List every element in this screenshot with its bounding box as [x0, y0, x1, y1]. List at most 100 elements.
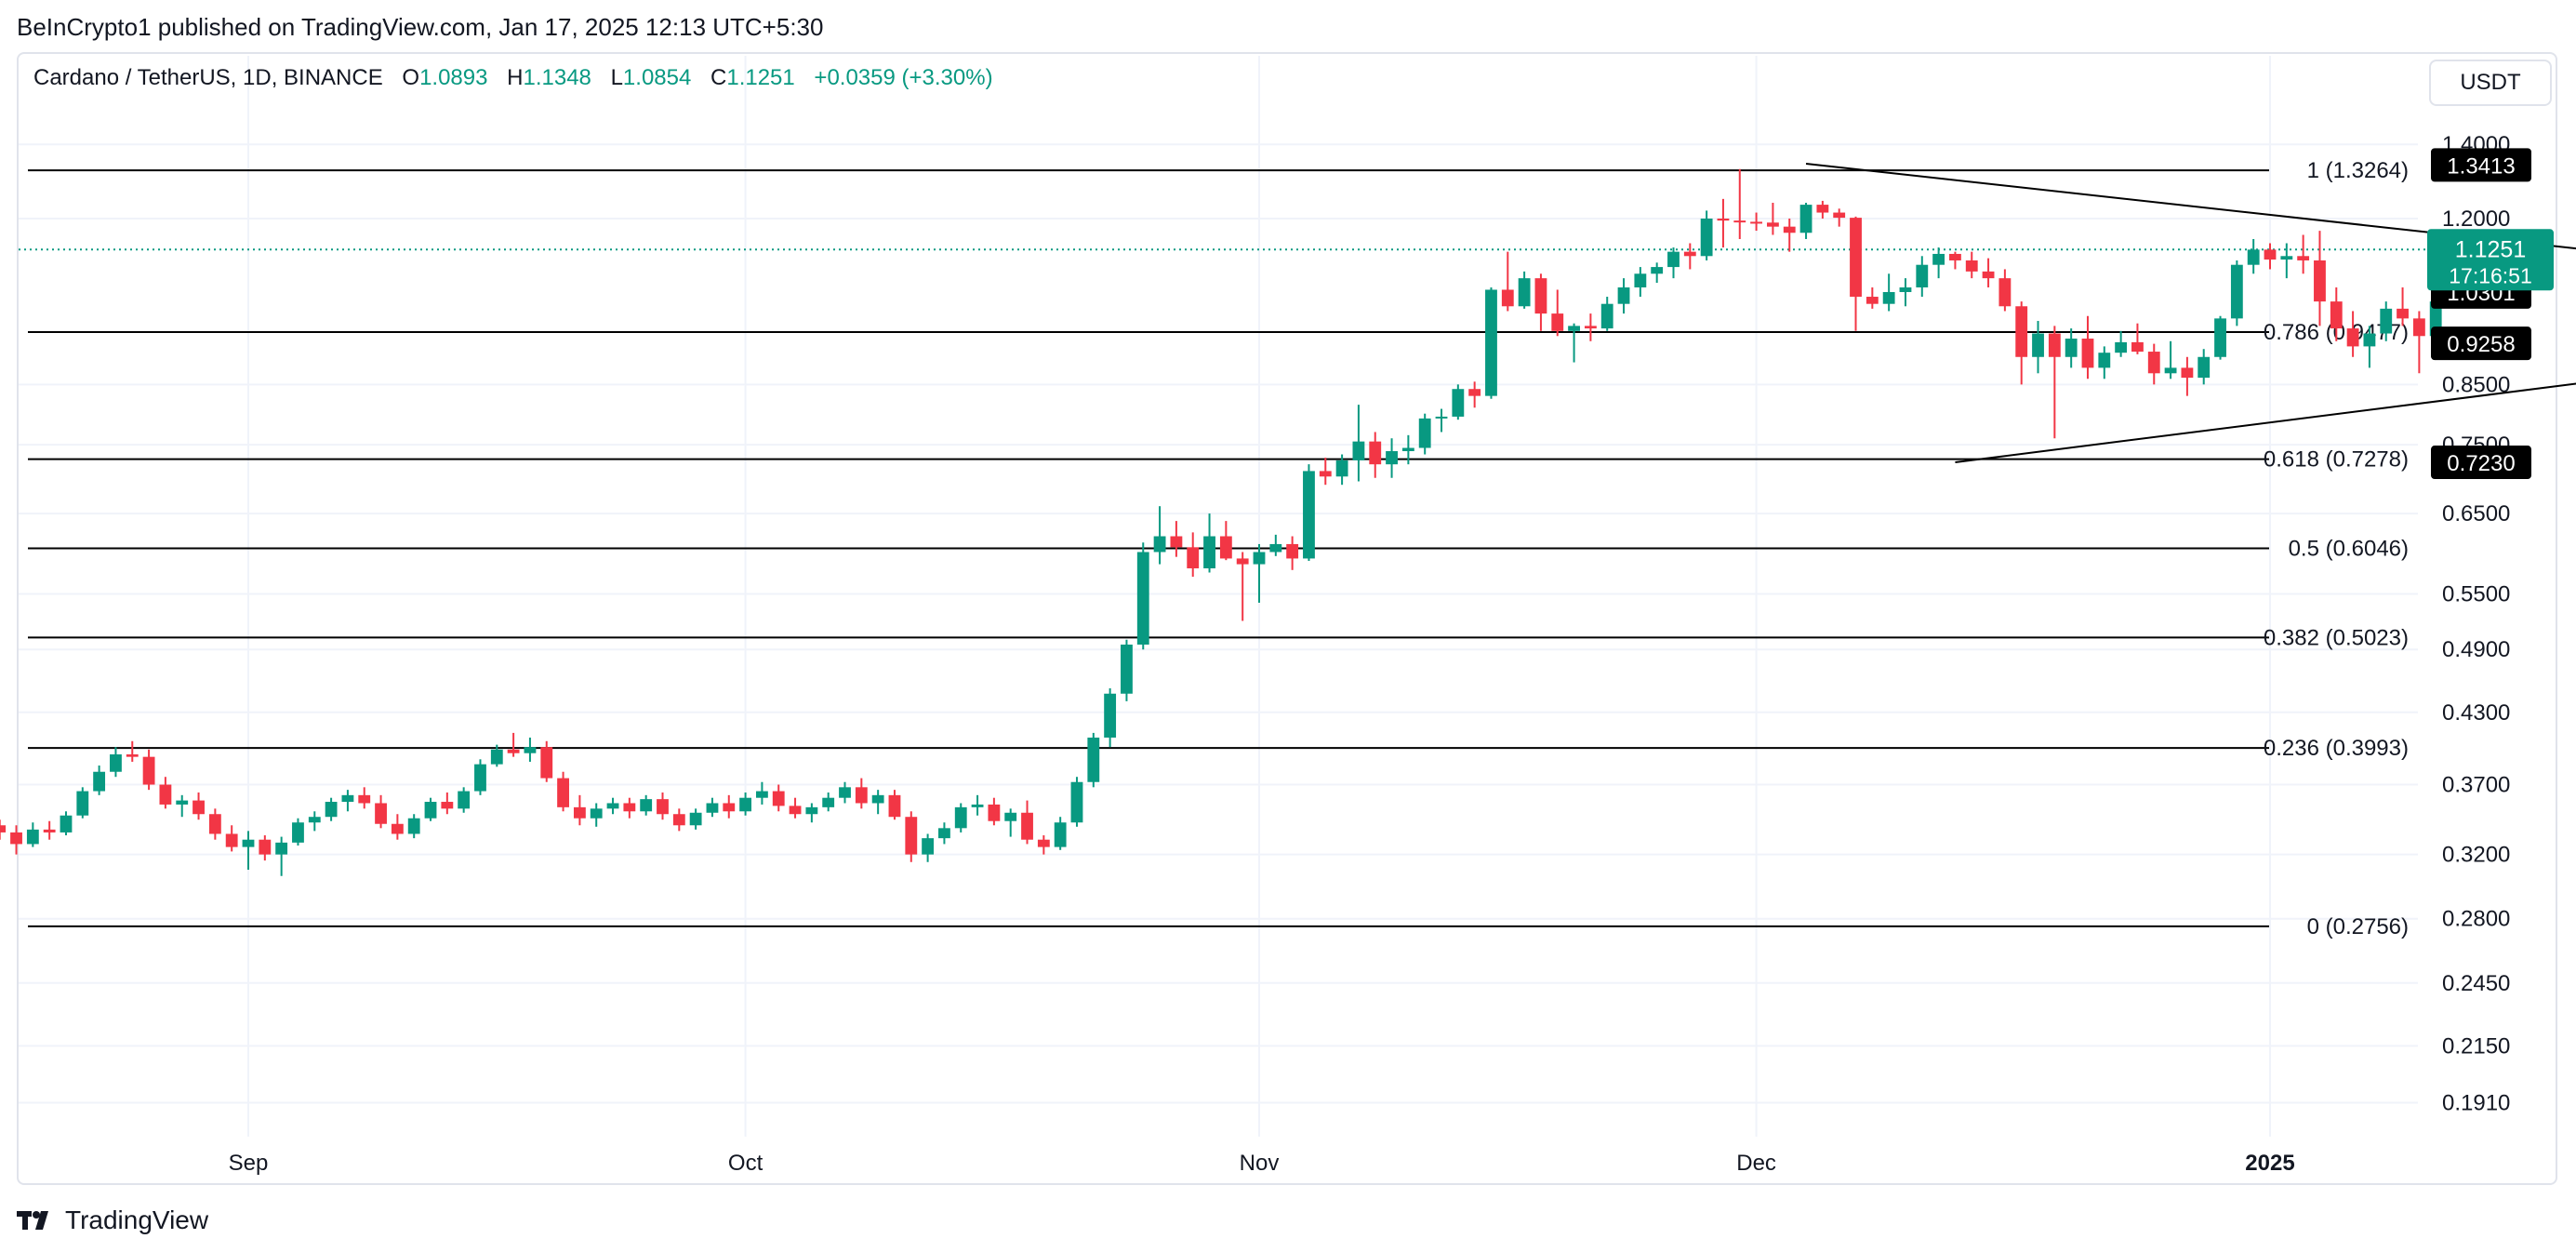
candle-body	[1584, 326, 1597, 329]
candle-body	[672, 814, 685, 826]
candle-body	[1600, 303, 1613, 329]
candle-body	[2412, 318, 2425, 337]
candle-body	[1070, 781, 1083, 823]
candle-body	[789, 806, 802, 815]
candle-body	[1418, 418, 1431, 448]
y-tick-label: 1.2000	[2442, 206, 2510, 232]
candle-body	[706, 803, 719, 813]
candle-body	[1932, 253, 1945, 265]
candle-body	[524, 747, 537, 753]
candle-body	[1401, 447, 1414, 452]
price-tag-box	[2431, 326, 2531, 361]
candle-body	[2363, 333, 2376, 347]
tradingview-footer[interactable]: TradingView	[17, 1205, 208, 1235]
candle-body	[1386, 451, 1398, 465]
candle-body	[2081, 339, 2094, 368]
candle-body	[905, 817, 918, 855]
candle-body	[391, 823, 404, 834]
candle-body	[1153, 536, 1166, 553]
candle-body	[2065, 339, 2078, 357]
candle-body	[1833, 212, 1846, 219]
candle-body	[1667, 251, 1680, 268]
candle-body	[1136, 552, 1149, 645]
candle-body	[1286, 543, 1299, 559]
candle-body	[1485, 289, 1497, 396]
candle-body	[225, 833, 238, 847]
publisher-header: BeInCrypto1 published on TradingView.com…	[17, 13, 824, 41]
candle-body	[441, 802, 454, 809]
candle-body	[871, 794, 884, 804]
candle-body	[689, 812, 702, 826]
candle-body	[26, 829, 39, 845]
candle-body	[208, 814, 221, 834]
candle-body	[2098, 353, 2111, 368]
price-tag-label: 1.3413	[2447, 153, 2515, 179]
candle-body	[1236, 558, 1249, 565]
y-tick-label: 0.2800	[2442, 907, 2510, 932]
fib-level-label: 0.382 (0.5023)	[2264, 625, 2409, 650]
brand-name: TradingView	[65, 1205, 209, 1234]
candle-body	[1369, 441, 1382, 465]
candle-body	[1882, 291, 1895, 304]
y-tick-label: 0.3700	[2442, 773, 2510, 798]
candle-body	[1187, 547, 1200, 569]
candle-body	[1651, 267, 1664, 274]
candle-body	[474, 764, 486, 792]
candle-body	[954, 806, 967, 829]
y-tick-label: 0.2450	[2442, 971, 2510, 996]
currency-button[interactable]: USDT	[2429, 60, 2552, 106]
candle-body	[2015, 306, 2028, 357]
candle-body	[1866, 297, 1879, 304]
candle-body	[1998, 278, 2012, 307]
countdown-label: 17:16:51	[2449, 263, 2532, 287]
candle-body	[2230, 264, 2243, 319]
symbol-title[interactable]: Cardano / TetherUS, 1D, BINANCE	[33, 65, 383, 90]
candle-body	[1717, 218, 1730, 221]
candle-body	[259, 839, 272, 855]
candle-body	[657, 799, 669, 815]
candle-body	[1253, 552, 1266, 565]
candle-body	[126, 754, 139, 757]
low-value: 1.0854	[622, 65, 692, 90]
candle-body	[2314, 260, 2326, 302]
candle-body	[1501, 289, 1514, 307]
candle-body	[1170, 536, 1183, 548]
y-tick-label: 0.5500	[2442, 581, 2510, 606]
candle-body	[0, 825, 7, 832]
candle-body	[292, 822, 304, 843]
y-tick-label: 0.2150	[2442, 1033, 2510, 1059]
candle-body	[1634, 273, 1647, 287]
candle-body	[1949, 253, 1961, 260]
candle-body	[1121, 644, 1133, 694]
candle-body	[2198, 356, 2211, 379]
candle-body	[1352, 441, 1365, 460]
y-tick-label: 0.3200	[2442, 843, 2510, 868]
candle-body	[557, 778, 569, 807]
current-price-tag	[2427, 229, 2554, 291]
candle-body	[1551, 313, 1564, 331]
candle-body	[2397, 308, 2409, 319]
close-value: 1.1251	[726, 65, 795, 90]
candle-body	[640, 799, 653, 812]
candle-body	[540, 747, 553, 779]
candle-body	[2115, 341, 2128, 353]
candle-body	[1617, 286, 1630, 304]
candle-body	[723, 803, 736, 812]
candle-body	[1037, 839, 1050, 847]
candle-body	[1004, 812, 1017, 821]
trendline-upper-resistance	[1805, 162, 2576, 250]
open-value: 1.0893	[419, 65, 488, 90]
candle-body	[1054, 822, 1067, 847]
tradingview-logo-icon	[17, 1211, 48, 1230]
candle-body	[922, 838, 935, 855]
candle-body	[2330, 301, 2343, 329]
candle-body	[1452, 389, 1465, 417]
candle-body	[623, 803, 636, 812]
close-label: C	[710, 65, 727, 90]
candle-body	[1816, 205, 1829, 213]
candle-body	[2380, 308, 2393, 334]
candle-body	[375, 803, 387, 824]
candle-body	[142, 756, 155, 785]
x-tick-label: Oct	[728, 1151, 764, 1176]
